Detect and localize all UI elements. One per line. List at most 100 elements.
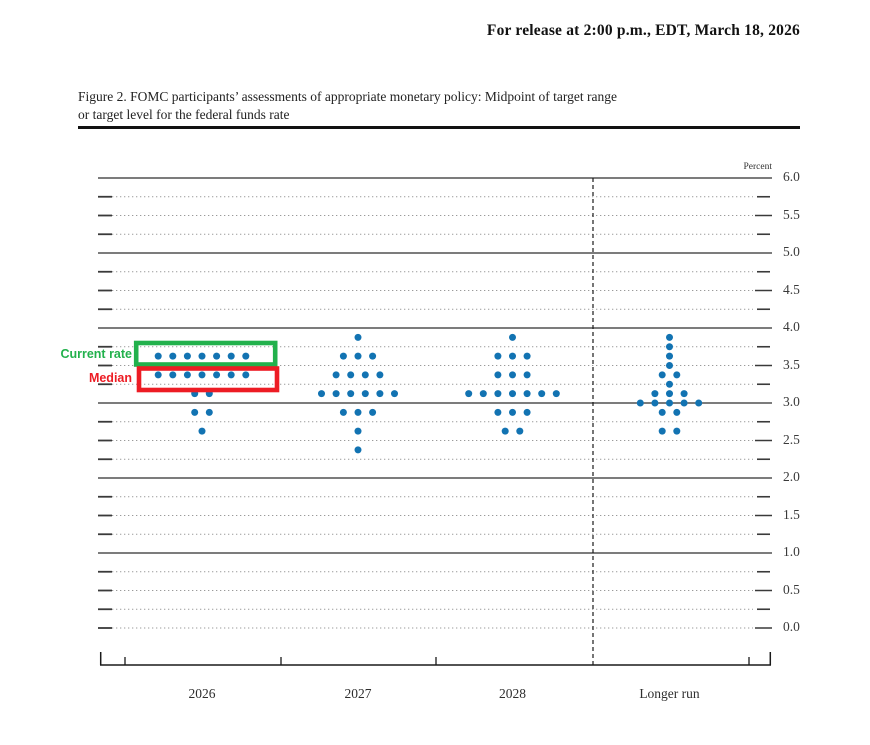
fomc-dot <box>658 427 666 435</box>
fomc-dot <box>347 371 355 379</box>
fomc-dot <box>509 390 516 398</box>
x-axis-label: Longer run <box>639 686 700 701</box>
dot-column-2027 <box>318 333 398 454</box>
fomc-dot <box>169 352 177 360</box>
fomc-dot <box>666 390 673 398</box>
fomc-dot <box>651 399 659 407</box>
fomc-dot <box>376 390 384 398</box>
fomc-dot <box>552 390 560 398</box>
fomc-dot <box>494 352 502 360</box>
fomc-dot <box>183 371 191 379</box>
y-tick-label: 5.5 <box>783 206 800 222</box>
fomc-dot <box>205 408 213 416</box>
figure-caption-line1: Figure 2. FOMC participants’ assessments… <box>78 89 618 104</box>
fomc-dot <box>369 352 377 360</box>
fomc-dot <box>391 390 398 398</box>
fomc-dot <box>509 352 516 360</box>
fomc-dot <box>339 408 347 416</box>
fomc-dot <box>183 352 191 360</box>
fomc-dot <box>680 390 688 398</box>
fomc-dot <box>332 390 340 398</box>
fomc-dot <box>191 408 199 416</box>
fomc-dot <box>666 343 673 351</box>
fomc-dot <box>361 371 369 379</box>
caption-rule <box>78 126 800 129</box>
figure-caption: Figure 2. FOMC participants’ assessments… <box>78 88 790 124</box>
fomc-dot <box>332 371 340 379</box>
fomc-dot <box>227 371 235 379</box>
fomc-dot <box>509 371 516 379</box>
fomc-dot <box>695 399 703 407</box>
y-tick-label: 5.0 <box>783 244 800 259</box>
fomc-dot <box>658 408 666 416</box>
fomc-dot <box>354 333 362 341</box>
fomc-dot <box>523 390 531 398</box>
fomc-dot <box>154 352 162 360</box>
y-tick-label: 6.0 <box>783 169 800 184</box>
fomc-dot <box>666 362 673 369</box>
fomc-dot <box>509 333 516 341</box>
y-tick-label: 1.5 <box>783 506 800 522</box>
fomc-dot <box>673 408 681 416</box>
fomc-dot <box>666 352 673 360</box>
fomc-dot <box>347 390 355 398</box>
fomc-dot <box>509 408 516 416</box>
fomc-dot <box>479 390 487 398</box>
fomc-dot <box>658 371 666 379</box>
y-tick-label: 4.5 <box>783 281 800 297</box>
fomc-dot <box>651 390 659 398</box>
fomc-dot <box>213 352 221 360</box>
fomc-dot <box>339 352 347 360</box>
fomc-dot <box>354 446 362 454</box>
y-tick-label: 2.5 <box>783 431 800 447</box>
fomc-dot <box>666 380 673 388</box>
fomc-dot <box>354 427 362 435</box>
fomc-dot <box>538 390 546 398</box>
x-axis-label: 2027 <box>344 686 372 701</box>
fomc-dot <box>169 371 177 379</box>
y-tick-label: 4.0 <box>783 319 800 334</box>
fomc-dot <box>354 408 362 416</box>
fomc-dot <box>523 352 531 360</box>
fomc-dot <box>354 352 362 360</box>
x-axis-label: 2026 <box>188 686 216 701</box>
y-tick-label: 3.5 <box>783 356 800 372</box>
fomc-dot <box>680 399 688 407</box>
fomc-dot <box>494 390 502 398</box>
fomc-dot <box>516 427 524 435</box>
median-annotation-label: Median <box>88 371 132 385</box>
fomc-dot <box>369 408 377 416</box>
fomc-dot <box>213 371 221 379</box>
fomc-dot <box>673 371 681 379</box>
dot-column-longer-run <box>636 333 703 435</box>
y-tick-label: 1.0 <box>783 544 800 559</box>
fomc-dot <box>198 371 206 379</box>
fomc-dot <box>666 333 673 341</box>
y-tick-label: 3.0 <box>783 394 800 409</box>
fomc-dot <box>242 371 250 379</box>
release-header: For release at 2:00 p.m., EDT, March 18,… <box>486 22 800 39</box>
y-axis-unit-label: Percent <box>743 162 773 172</box>
dot-column-2026 <box>154 352 250 435</box>
y-tick-label: 2.0 <box>783 469 800 484</box>
fomc-dot <box>494 408 502 416</box>
fomc-dot <box>494 371 502 379</box>
x-axis-label: 2028 <box>499 686 526 701</box>
fomc-dot <box>242 352 250 360</box>
dot-column-2028 <box>465 333 560 435</box>
fomc-dot <box>465 390 473 398</box>
fomc-dot <box>501 427 509 435</box>
fomc-dot <box>666 399 673 407</box>
fomc-dot <box>523 371 531 379</box>
y-tick-label: 0.5 <box>783 581 800 597</box>
fomc-dot <box>227 352 235 360</box>
y-tick-label: 0.0 <box>783 619 800 634</box>
current-rate-box <box>133 340 278 367</box>
fomc-dot <box>636 399 644 407</box>
fomc-dot <box>198 427 206 435</box>
median-box <box>136 366 280 393</box>
fomc-dot <box>376 371 384 379</box>
fomc-dot <box>361 390 369 398</box>
